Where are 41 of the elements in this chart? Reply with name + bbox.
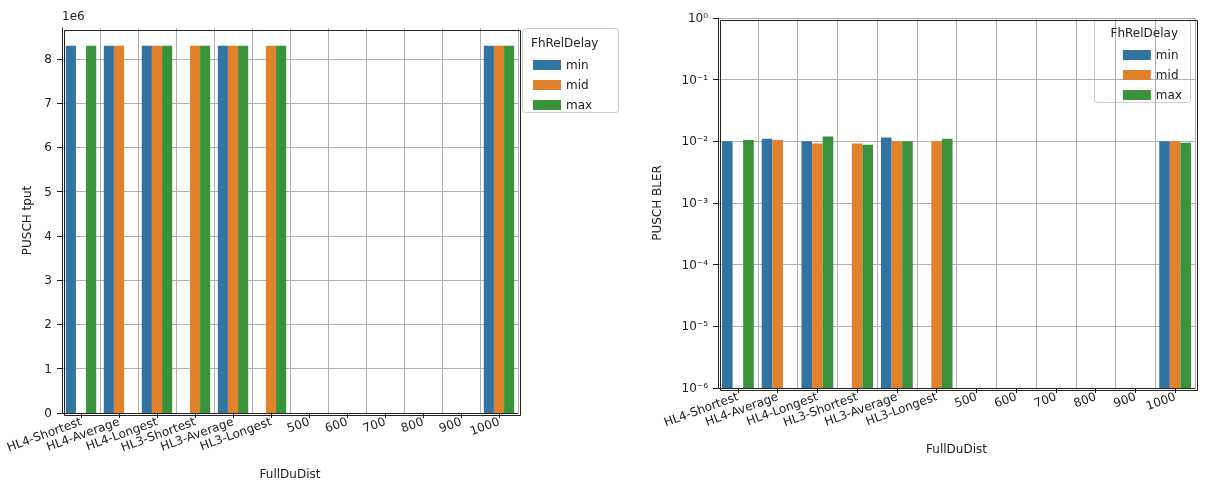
x-tick-label: 700 — [361, 414, 388, 436]
legend-label: min — [566, 58, 589, 72]
y-tick-label: 4 — [44, 228, 52, 243]
y-tick-label: 1 — [44, 361, 52, 376]
y-tick-label: 2 — [44, 317, 52, 332]
text: 1e6 — [62, 9, 85, 23]
y-axis-title: PUSCH BLER — [650, 165, 664, 241]
y-tick-label: 3 — [44, 273, 52, 288]
x-axis-title: FullDuDist — [926, 442, 988, 456]
legend-title: FhRelDelay — [531, 36, 599, 50]
legend-label: mid — [1155, 68, 1179, 82]
y-tick-label: 10⁻¹ — [681, 72, 709, 87]
y-tick-label: 7 — [44, 96, 52, 111]
x-tick-label: 900 — [1111, 389, 1138, 411]
y-tick-label: 10⁰ — [687, 11, 709, 25]
y-tick-label: 10⁻⁵ — [681, 319, 709, 334]
x-tick-label: 800 — [1071, 389, 1099, 411]
x-tick-label: 700 — [1031, 389, 1059, 411]
y-tick-label: 10⁻³ — [681, 196, 709, 210]
legend-label: max — [1155, 88, 1183, 102]
legend-label: max — [566, 98, 593, 112]
x-tick-label: 900 — [437, 414, 464, 436]
y-axis-title: PUSCH tput — [20, 185, 35, 256]
legend-title: FhRelDelay — [1110, 26, 1178, 40]
x-tick-label: 1000 — [467, 414, 502, 439]
y-tick-label: 0 — [44, 406, 52, 420]
x-axis-title: FullDuDist — [259, 467, 321, 481]
x-tick-label: 800 — [399, 414, 426, 436]
x-tick-label: 600 — [992, 389, 1019, 411]
y-tick-label: 10⁻² — [681, 134, 709, 149]
legend-label: min — [1155, 48, 1179, 62]
x-tick-label: 600 — [323, 414, 350, 436]
y-tick-label: 8 — [44, 51, 52, 66]
y-tick-label: 10⁻⁴ — [681, 257, 709, 272]
x-tick-label: 500 — [952, 389, 979, 411]
y-tick-label: 5 — [44, 184, 52, 199]
x-tick-label: 500 — [285, 414, 312, 436]
y-tick-label: 6 — [44, 140, 52, 155]
y-tick-label: 10⁻⁶ — [681, 381, 709, 395]
x-tick-label: 1000 — [1144, 389, 1178, 414]
legend-label: mid — [566, 78, 589, 92]
